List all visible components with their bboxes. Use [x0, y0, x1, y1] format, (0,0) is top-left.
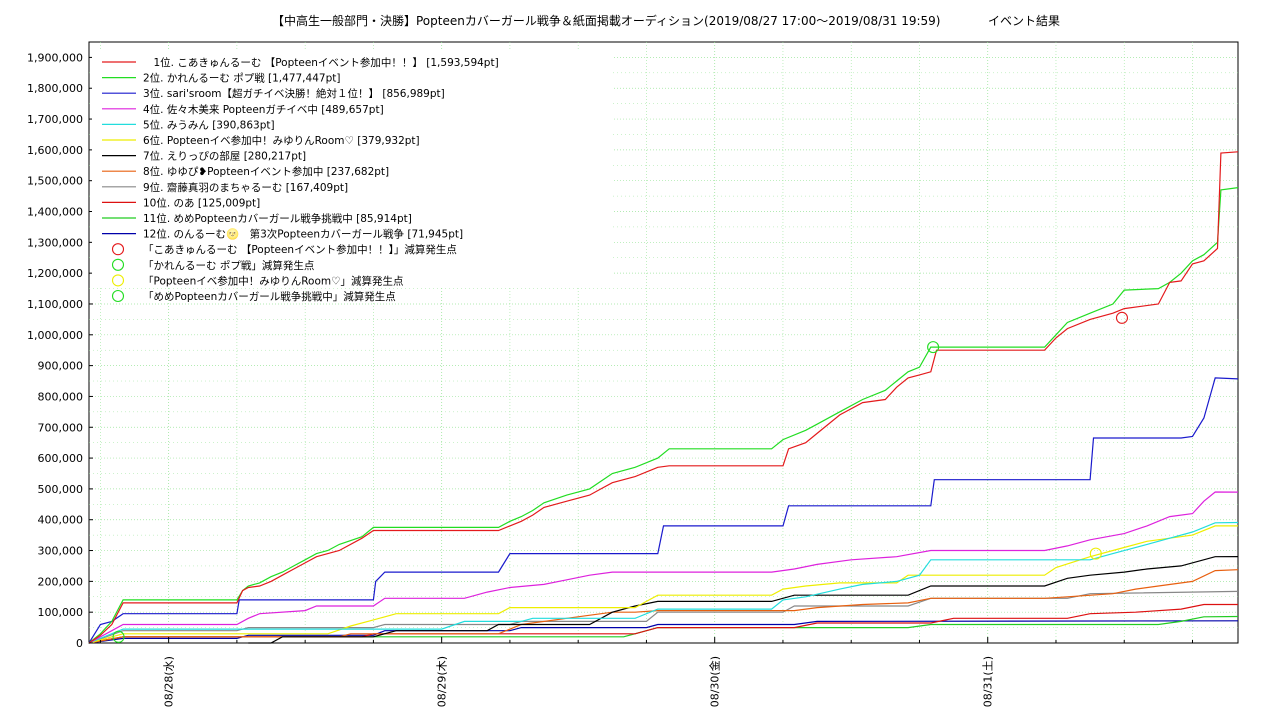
legend-label: 「めめPopteenカバーガール戦争挑戦中」減算発生点 — [143, 290, 396, 303]
legend-label: 3位. sari'sroom【超ガチイベ決勝！絶対１位！】 [856,989pt… — [143, 87, 445, 100]
y-tick-label: 1,300,000 — [27, 236, 83, 249]
x-tick-label: 08/28(水) — [163, 656, 176, 707]
legend-label: 7位. えりっぴの部屋 [280,217pt] — [143, 150, 306, 163]
legend-box — [92, 51, 612, 287]
y-tick-label: 600,000 — [38, 452, 84, 465]
legend-marker — [111, 289, 125, 303]
y-tick-label: 1,500,000 — [27, 175, 83, 188]
series-line — [88, 491, 1239, 644]
y-tick-label: 800,000 — [38, 390, 84, 403]
y-tick-label: 1,900,000 — [27, 51, 83, 64]
y-tick-label: 400,000 — [38, 514, 84, 527]
legend-label: 5位. みうみん [390,863pt] — [143, 118, 275, 131]
y-tick-label: 1,700,000 — [27, 113, 83, 126]
series-line — [88, 525, 1238, 644]
marker-point — [1115, 311, 1129, 324]
x-tick-label: 08/31(土) — [982, 656, 995, 707]
chart-title: 【中高生一般部門・決勝】Popteenカバーガール戦争＆紙面掲載オーディション(… — [272, 13, 941, 28]
y-axis-ticks: 0 100,000 200,000 300,000 400,000 500,000 600,… — [27, 51, 93, 650]
y-tick-label: 200,000 — [38, 575, 84, 588]
plot-area — [88, 41, 1239, 644]
x-tick-label: 08/29(木) — [436, 656, 449, 707]
legend-label: 「こあきゅんるーむ 【Popteenイベント参加中！！】」減算発生点 — [143, 243, 457, 256]
legend-label: 「かれんるーむ ポプ戦」減算発生点 — [143, 259, 314, 272]
marker-points — [112, 311, 1129, 643]
legend-label: 8位. ゆゆぴ❥Popteenイベント参加中 [237,682pt] — [143, 165, 389, 178]
y-tick-label: 0 — [76, 637, 83, 650]
legend-label: 10位. のあ [125,009pt] — [143, 196, 260, 209]
chart-title-right: イベント結果 — [988, 14, 1060, 28]
y-tick-label: 900,000 — [38, 360, 84, 373]
marker-point — [927, 341, 940, 354]
series-line — [88, 151, 1239, 644]
series-line — [88, 521, 1239, 644]
legend-marker — [111, 258, 125, 271]
legend-label: 6位. Popteenイベ参加中！みゆりんRoom♡ [379,932pt] — [143, 134, 420, 147]
legend-marker — [111, 243, 125, 256]
marker-point — [112, 630, 125, 643]
series-line — [88, 377, 1239, 644]
legend-label: 9位. 齋藤真羽のまちゃるーむ [167,409pt] — [143, 181, 348, 194]
marker-point — [1089, 547, 1102, 560]
y-tick-label: 500,000 — [38, 483, 84, 496]
series-line — [88, 187, 1239, 644]
legend-marker — [111, 274, 125, 287]
legend-label: 4位. 佐々木美来 Popteenガチイベ中 [489,657pt] — [143, 103, 384, 116]
legend-label: 1位. こあきゅんるーむ 【Popteenイベント参加中！！】 [1,593,5… — [143, 56, 499, 69]
legend-label: 11位. めめPopteenカバーガール戦争挑戦中 [85,914pt] — [143, 212, 412, 225]
y-tick-label: 1,800,000 — [27, 82, 83, 95]
series-line — [248, 556, 1239, 644]
legend-label: 「Popteenイベ参加中！みゆりんRoom♡」減算発生点 — [143, 274, 404, 287]
y-tick-label: 1,000,000 — [27, 329, 83, 342]
legend: 1位. こあきゅんるーむ 【Popteenイベント参加中！！】 [1,593,5… — [102, 56, 499, 303]
y-tick-label: 1,200,000 — [27, 267, 83, 280]
legend-label: 12位. のんるーむ🌝 第3次Popteenカバーガール戦争 [71,945pt… — [143, 228, 463, 241]
y-tick-label: 700,000 — [38, 421, 84, 434]
y-tick-label: 1,600,000 — [27, 144, 83, 157]
series-line — [88, 620, 1239, 644]
series-lines — [88, 151, 1239, 644]
series-line — [88, 603, 1238, 644]
y-tick-label: 100,000 — [38, 606, 84, 619]
x-tick-label: 08/30(金) — [708, 656, 722, 707]
x-axis-ticks: 08/28(水) 08/29(木) 08/30(金) 08/31(土) — [99, 637, 1193, 707]
series-line — [88, 569, 1239, 644]
y-tick-label: 1,100,000 — [27, 298, 83, 311]
series-line — [88, 615, 1239, 644]
y-tick-label: 1,400,000 — [27, 206, 83, 219]
y-tick-label: 300,000 — [38, 545, 84, 558]
legend-label: 2位. かれんるーむ ポプ戦 [1,477,447pt] — [143, 72, 340, 85]
